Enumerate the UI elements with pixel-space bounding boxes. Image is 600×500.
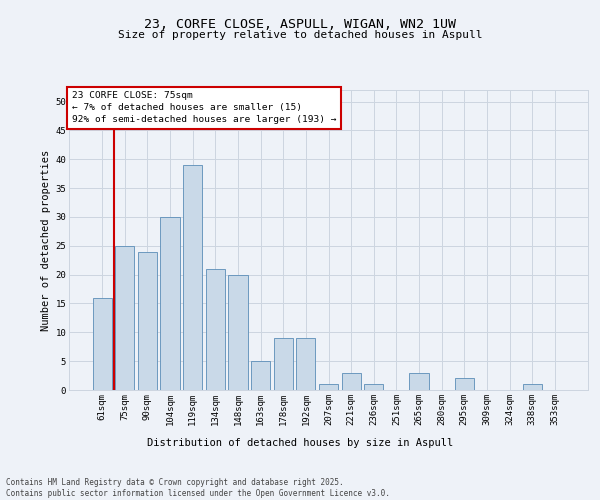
Text: 23, CORFE CLOSE, ASPULL, WIGAN, WN2 1UW: 23, CORFE CLOSE, ASPULL, WIGAN, WN2 1UW — [144, 18, 456, 30]
Bar — [409, 372, 428, 390]
Bar — [229, 274, 248, 390]
Bar — [206, 269, 225, 390]
Bar — [274, 338, 293, 390]
Bar — [455, 378, 474, 390]
Bar — [160, 217, 180, 390]
Bar — [523, 384, 542, 390]
Bar — [251, 361, 270, 390]
Bar — [92, 298, 112, 390]
Bar — [296, 338, 316, 390]
Bar — [138, 252, 157, 390]
Bar — [319, 384, 338, 390]
Bar — [364, 384, 383, 390]
Y-axis label: Number of detached properties: Number of detached properties — [41, 150, 52, 330]
Bar — [115, 246, 134, 390]
Text: 23 CORFE CLOSE: 75sqm
← 7% of detached houses are smaller (15)
92% of semi-detac: 23 CORFE CLOSE: 75sqm ← 7% of detached h… — [71, 92, 336, 124]
Bar — [183, 165, 202, 390]
Bar — [341, 372, 361, 390]
Text: Size of property relative to detached houses in Aspull: Size of property relative to detached ho… — [118, 30, 482, 40]
Text: Contains HM Land Registry data © Crown copyright and database right 2025.
Contai: Contains HM Land Registry data © Crown c… — [6, 478, 390, 498]
Text: Distribution of detached houses by size in Aspull: Distribution of detached houses by size … — [147, 438, 453, 448]
